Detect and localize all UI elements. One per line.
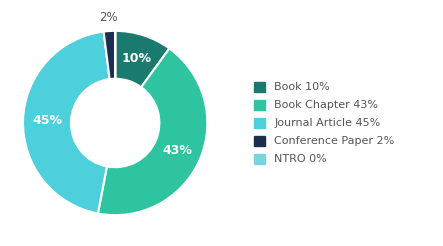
- Text: 10%: 10%: [121, 52, 151, 65]
- Legend: Book 10%, Book Chapter 43%, Journal Article 45%, Conference Paper 2%, NTRO 0%: Book 10%, Book Chapter 43%, Journal Arti…: [254, 82, 395, 164]
- Wedge shape: [23, 31, 109, 214]
- Text: 45%: 45%: [32, 114, 62, 127]
- Wedge shape: [115, 31, 169, 87]
- Wedge shape: [104, 31, 115, 79]
- Wedge shape: [98, 48, 207, 215]
- Text: 43%: 43%: [163, 144, 193, 157]
- Text: 2%: 2%: [99, 11, 118, 24]
